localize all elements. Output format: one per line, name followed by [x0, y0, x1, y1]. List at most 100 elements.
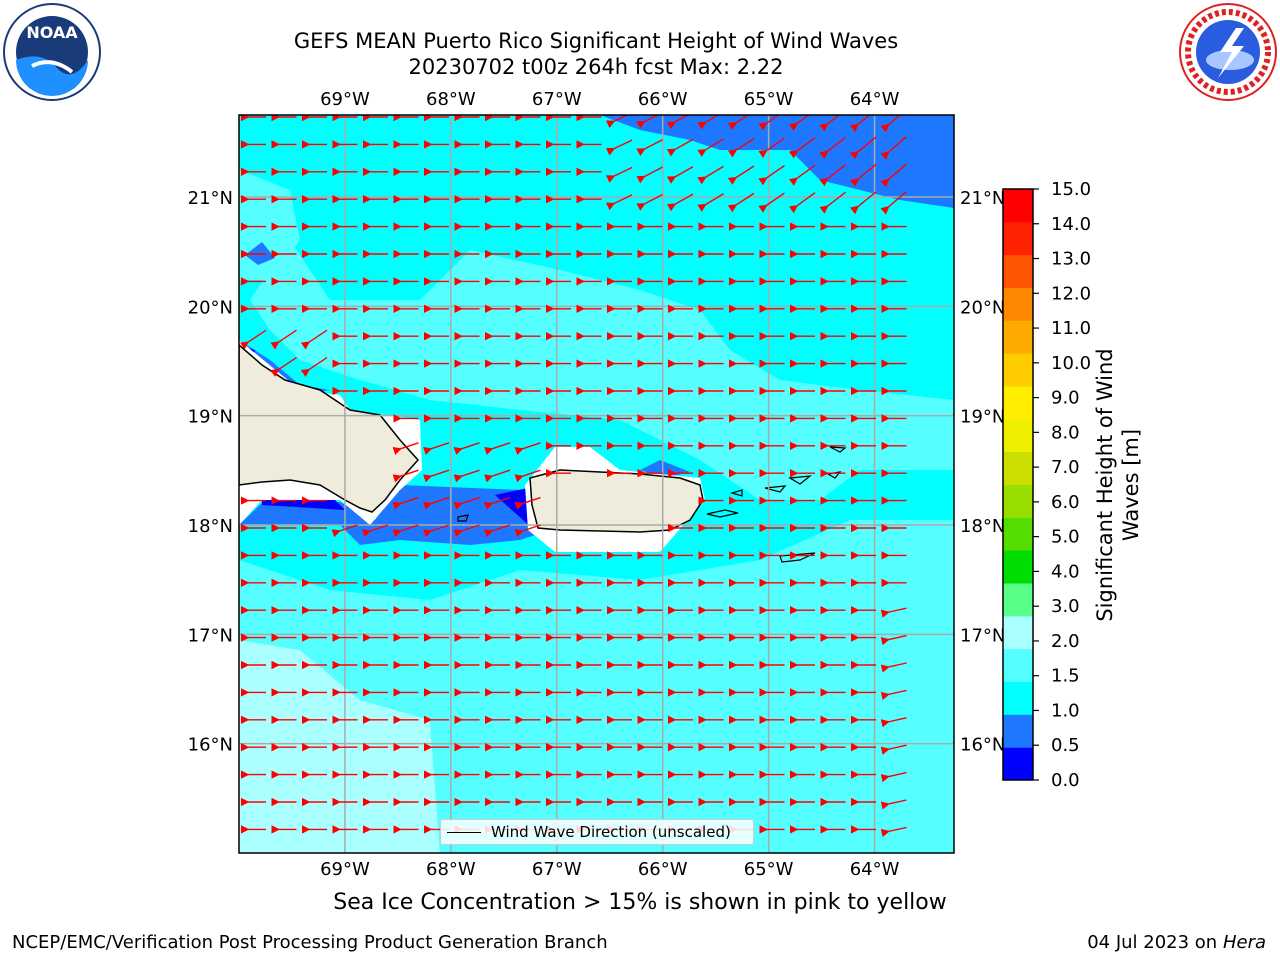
colorbar-tick-label: 15.0 — [1051, 179, 1091, 200]
lat-tick-label: 21°N — [188, 188, 233, 209]
colorbar-segment — [1003, 254, 1033, 288]
lon-tick-label: 68°W — [426, 859, 476, 880]
wave-direction-arrow — [697, 115, 720, 130]
chart-subtitle: 20230702 t00z 264h fcst Max: 2.22 — [408, 55, 784, 79]
colorbar-segment — [1003, 320, 1033, 354]
wave-direction-arrow — [636, 193, 663, 211]
colorbar-segment — [1003, 714, 1033, 748]
lon-tick-label: 67°W — [532, 89, 582, 110]
wave-direction-arrow — [300, 357, 328, 377]
wave-direction-arrow — [392, 524, 419, 538]
wave-direction-arrow — [880, 662, 907, 673]
svg-text:NOAA: NOAA — [26, 23, 78, 42]
lon-tick-label: 67°W — [532, 859, 582, 880]
date-text: 04 Jul 2023 on — [1087, 932, 1223, 953]
map-frame — [238, 114, 955, 854]
colorbar-tick-label: 8.0 — [1051, 422, 1080, 443]
colorbar-tick-label: 11.0 — [1051, 318, 1091, 339]
wave-direction-arrow — [605, 194, 633, 211]
wave-direction-arrow — [819, 191, 846, 214]
wave-direction-arrow — [758, 115, 780, 131]
colorbar-segment — [1003, 451, 1033, 485]
wave-height-field — [239, 115, 954, 853]
wave-direction-arrow — [788, 137, 816, 159]
wave-direction-arrow — [666, 166, 694, 184]
map-axis-labels: 69°W 69°W 68°W 68°W 67°W 67°W 66°W 66°W 65°W 65°W… — [188, 89, 1006, 880]
colorbar-segment — [1003, 681, 1033, 715]
colorbar-segment — [1003, 189, 1033, 223]
lon-tick-label: 69°W — [320, 859, 370, 880]
wave-direction-arrow — [484, 496, 511, 510]
wave-direction-arrow — [270, 329, 297, 350]
wave-direction-arrow — [880, 799, 907, 810]
colorbar-title-line1: Significant Height of Wind — [1093, 348, 1117, 622]
lon-tick-label: 64°W — [850, 89, 900, 110]
wave-direction-arrow — [727, 192, 755, 213]
wave-direction-arrow — [453, 496, 480, 510]
wave-direction-arrow — [605, 166, 633, 183]
noaa-logo-icon: NOAA — [3, 3, 101, 101]
lat-tick-label: 18°N — [188, 516, 233, 537]
wave-direction-arrow — [849, 115, 871, 133]
chart-title: GEFS MEAN Puerto Rico Significant Height… — [293, 29, 899, 53]
wave-direction-arrow — [392, 442, 419, 455]
colorbar-segment — [1003, 550, 1033, 584]
generation-date: 04 Jul 2023 on Hera — [1087, 932, 1266, 953]
colorbar-tick-label: 14.0 — [1051, 214, 1091, 235]
map-legend: Wind Wave Direction (unscaled) — [440, 819, 754, 845]
wave-direction-arrow — [636, 139, 663, 157]
wave-direction-arrow — [788, 115, 810, 132]
wave-direction-arrow — [453, 469, 480, 483]
wave-direction-arrow — [880, 115, 901, 133]
wave-direction-arrow — [270, 357, 297, 377]
colorbar-segment — [1003, 747, 1033, 781]
wave-direction-arrow — [880, 634, 907, 646]
wave-direction-arrow — [484, 524, 511, 538]
wave-direction-arrow — [636, 166, 663, 184]
wave-direction-arrow — [453, 442, 480, 455]
colorbar-segment — [1003, 221, 1033, 256]
colorbar-tick-label: 2.0 — [1051, 631, 1080, 652]
wave-direction-arrow — [849, 191, 877, 215]
wave-direction-arrow — [300, 329, 328, 350]
colorbar-tick-label: 13.0 — [1051, 249, 1091, 270]
colorbar-tick-label: 4.0 — [1051, 561, 1080, 582]
wave-direction-arrow — [239, 329, 267, 350]
wave-direction-arrow — [514, 442, 541, 455]
colorbar-segment — [1003, 615, 1033, 650]
wave-direction-arrow — [514, 469, 541, 483]
colorbar-segment — [1003, 517, 1033, 551]
lat-tick-label: 19°N — [188, 407, 233, 428]
lat-tick-label: 19°N — [960, 407, 1005, 428]
wave-direction-arrow — [880, 826, 907, 838]
colorbar-title-line2: Waves [m] — [1119, 428, 1143, 542]
colorbar-segment — [1003, 353, 1033, 387]
lat-tick-label: 18°N — [960, 516, 1005, 537]
wave-direction-arrow — [514, 524, 541, 538]
colorbar-segment — [1003, 386, 1033, 420]
lat-tick-label: 16°N — [960, 735, 1005, 756]
wave-direction-arrow — [849, 136, 877, 160]
colorbar-tick-label: 1.0 — [1051, 700, 1080, 721]
colorbar-tick-label: 1.5 — [1051, 666, 1080, 687]
puerto-rico-land — [529, 469, 704, 533]
lat-tick-label: 17°N — [960, 625, 1005, 646]
wave-direction-arrow — [697, 138, 724, 158]
wave-direction-arrow — [666, 193, 694, 212]
wave-direction-arrow — [697, 165, 724, 185]
sea-ice-note: Sea Ice Concentration > 15% is shown in … — [333, 890, 947, 915]
colorbar-title: Significant Height of Wind Waves [m] — [1092, 325, 1144, 645]
lat-tick-label: 16°N — [188, 735, 233, 756]
colorbar-segment — [1003, 287, 1033, 321]
wave-direction-arrow — [849, 163, 877, 187]
legend-line-icon — [447, 831, 481, 833]
wave-direction-arrow — [423, 442, 450, 455]
wave-direction-arrow — [514, 496, 541, 510]
wave-direction-arrow — [880, 163, 907, 188]
colorbar-frame — [1002, 188, 1034, 781]
wave-direction-arrow — [758, 192, 785, 213]
map-gridlines — [239, 115, 954, 853]
colorbar-tick-label: 5.0 — [1051, 527, 1080, 548]
wave-direction-arrow — [880, 190, 907, 215]
colorbar-segment — [1003, 418, 1033, 453]
